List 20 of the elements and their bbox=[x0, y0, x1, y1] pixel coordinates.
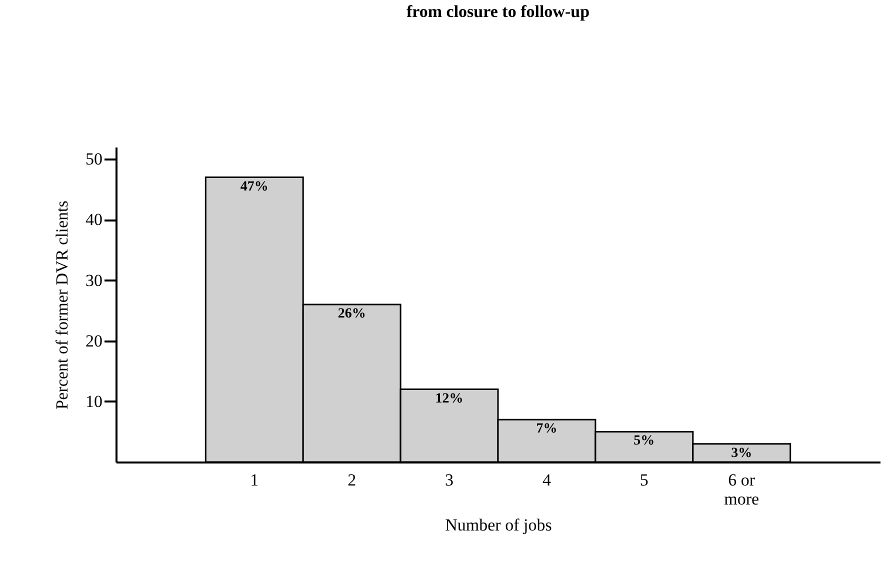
x-axis-title: Number of jobs bbox=[445, 516, 552, 534]
data-label: 47% bbox=[240, 179, 268, 194]
y-tick-label: 20 bbox=[86, 331, 102, 350]
data-label: 5% bbox=[634, 434, 655, 449]
x-tick-label: 1 bbox=[250, 470, 259, 490]
x-tick-label: 3 bbox=[445, 470, 454, 490]
x-tick-label: 5 bbox=[640, 470, 648, 490]
y-tick-label: 40 bbox=[86, 210, 102, 230]
x-tick-label: 6 or more bbox=[724, 470, 760, 508]
y-axis-title: Percent of former DVR clients bbox=[52, 200, 72, 410]
data-label: 26% bbox=[338, 306, 366, 322]
chart-title: from closure to follow-up bbox=[406, 2, 590, 21]
y-tick-label: 10 bbox=[86, 392, 102, 411]
y-tick-label: 50 bbox=[86, 150, 102, 169]
x-tick-label: 4 bbox=[542, 470, 552, 490]
data-label: 3% bbox=[731, 446, 752, 461]
x-tick-label: 2 bbox=[348, 470, 356, 490]
data-label: 7% bbox=[536, 422, 558, 437]
data-label: 12% bbox=[435, 391, 464, 406]
y-tick-label: 30 bbox=[86, 270, 102, 290]
